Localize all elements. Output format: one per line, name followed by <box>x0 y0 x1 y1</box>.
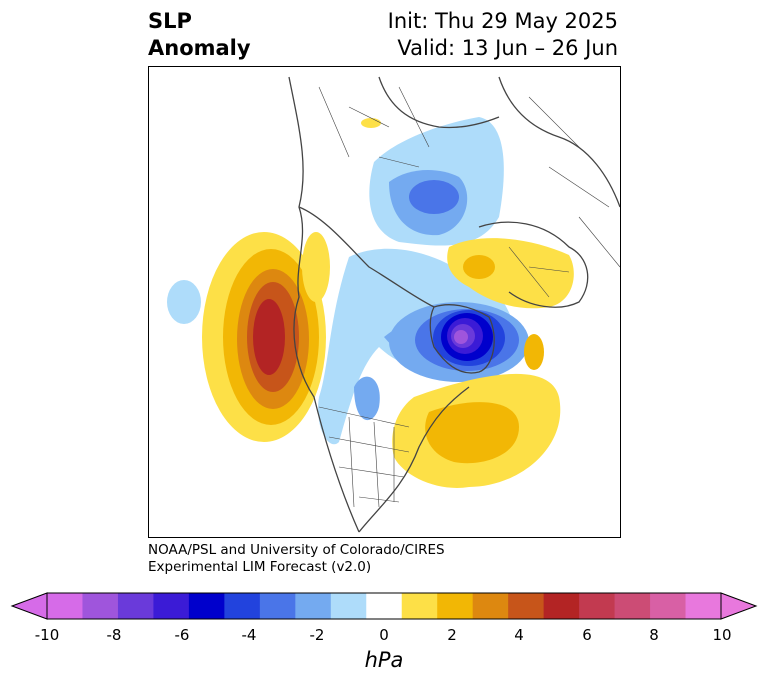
colorbar-bin <box>82 593 119 619</box>
atlantic-high-anomaly <box>392 334 561 488</box>
small-high-anomaly <box>361 118 381 128</box>
borders <box>318 86 620 508</box>
tick-label: -2 <box>309 626 325 644</box>
forecast-dates: Init: Thu 29 May 2025 Valid: 13 Jun – 26… <box>388 8 618 62</box>
colorbar-bin <box>188 593 225 619</box>
title-variable: SLP <box>148 9 192 33</box>
valid-range: Valid: 13 Jun – 26 Jun <box>397 36 618 60</box>
pacific-high-anomaly <box>202 232 330 442</box>
colorbar-outline <box>46 592 722 620</box>
colorbar-bin <box>259 593 296 619</box>
colorbar-bin <box>47 593 83 619</box>
colorbar-bin <box>224 593 261 619</box>
colorbar-bin <box>472 593 509 619</box>
credit-line-2: Experimental LIM Forecast (v2.0) <box>148 558 372 575</box>
tick-label: -8 <box>106 626 122 644</box>
colorbar-bin <box>295 593 332 619</box>
colorbar-bin <box>685 593 722 619</box>
anomaly-map <box>148 66 621 538</box>
tick-label: 2 <box>447 626 457 644</box>
siberia-low-anomaly <box>369 117 504 246</box>
init-date: Init: Thu 29 May 2025 <box>387 9 618 33</box>
colorbar-bin <box>366 593 403 619</box>
colorbar-bin <box>330 593 367 619</box>
colorbar-bin <box>401 593 438 619</box>
tick-label: 10 <box>712 626 732 644</box>
tick-label: -6 <box>174 626 190 644</box>
tick-label: 0 <box>379 626 389 644</box>
tick-label: -4 <box>241 626 257 644</box>
colorbar-bin <box>117 593 154 619</box>
colorbar-bin <box>543 593 580 619</box>
coastlines <box>288 76 620 533</box>
tick-label: 4 <box>514 626 524 644</box>
colorbar-bin <box>437 593 474 619</box>
tick-label: 6 <box>582 626 592 644</box>
colorbar-extend-min <box>10 592 48 620</box>
map-title: SLP Anomaly <box>148 8 251 62</box>
tick-label: 8 <box>649 626 659 644</box>
credit-line-1: NOAA/PSL and University of Colorado/CIRE… <box>148 542 445 558</box>
title-type: Anomaly <box>148 36 251 60</box>
tick-label: -10 <box>34 626 60 644</box>
colorbar-bin <box>579 593 616 619</box>
map-svg <box>167 76 620 533</box>
colorbar-bin <box>614 593 651 619</box>
colorbar-extend-max <box>720 592 758 620</box>
colorbar-unit: hPa <box>364 648 404 672</box>
colorbar-bin <box>508 593 545 619</box>
credit-text: NOAA/PSL and University of Colorado/CIRE… <box>148 542 445 575</box>
colorbar <box>10 592 758 620</box>
colorbar-bin <box>650 593 687 619</box>
colorbar-bin <box>153 593 190 619</box>
pacific-low-anomaly <box>167 280 201 324</box>
colorbar-bins <box>47 593 722 619</box>
europe-high-anomaly <box>447 238 574 309</box>
